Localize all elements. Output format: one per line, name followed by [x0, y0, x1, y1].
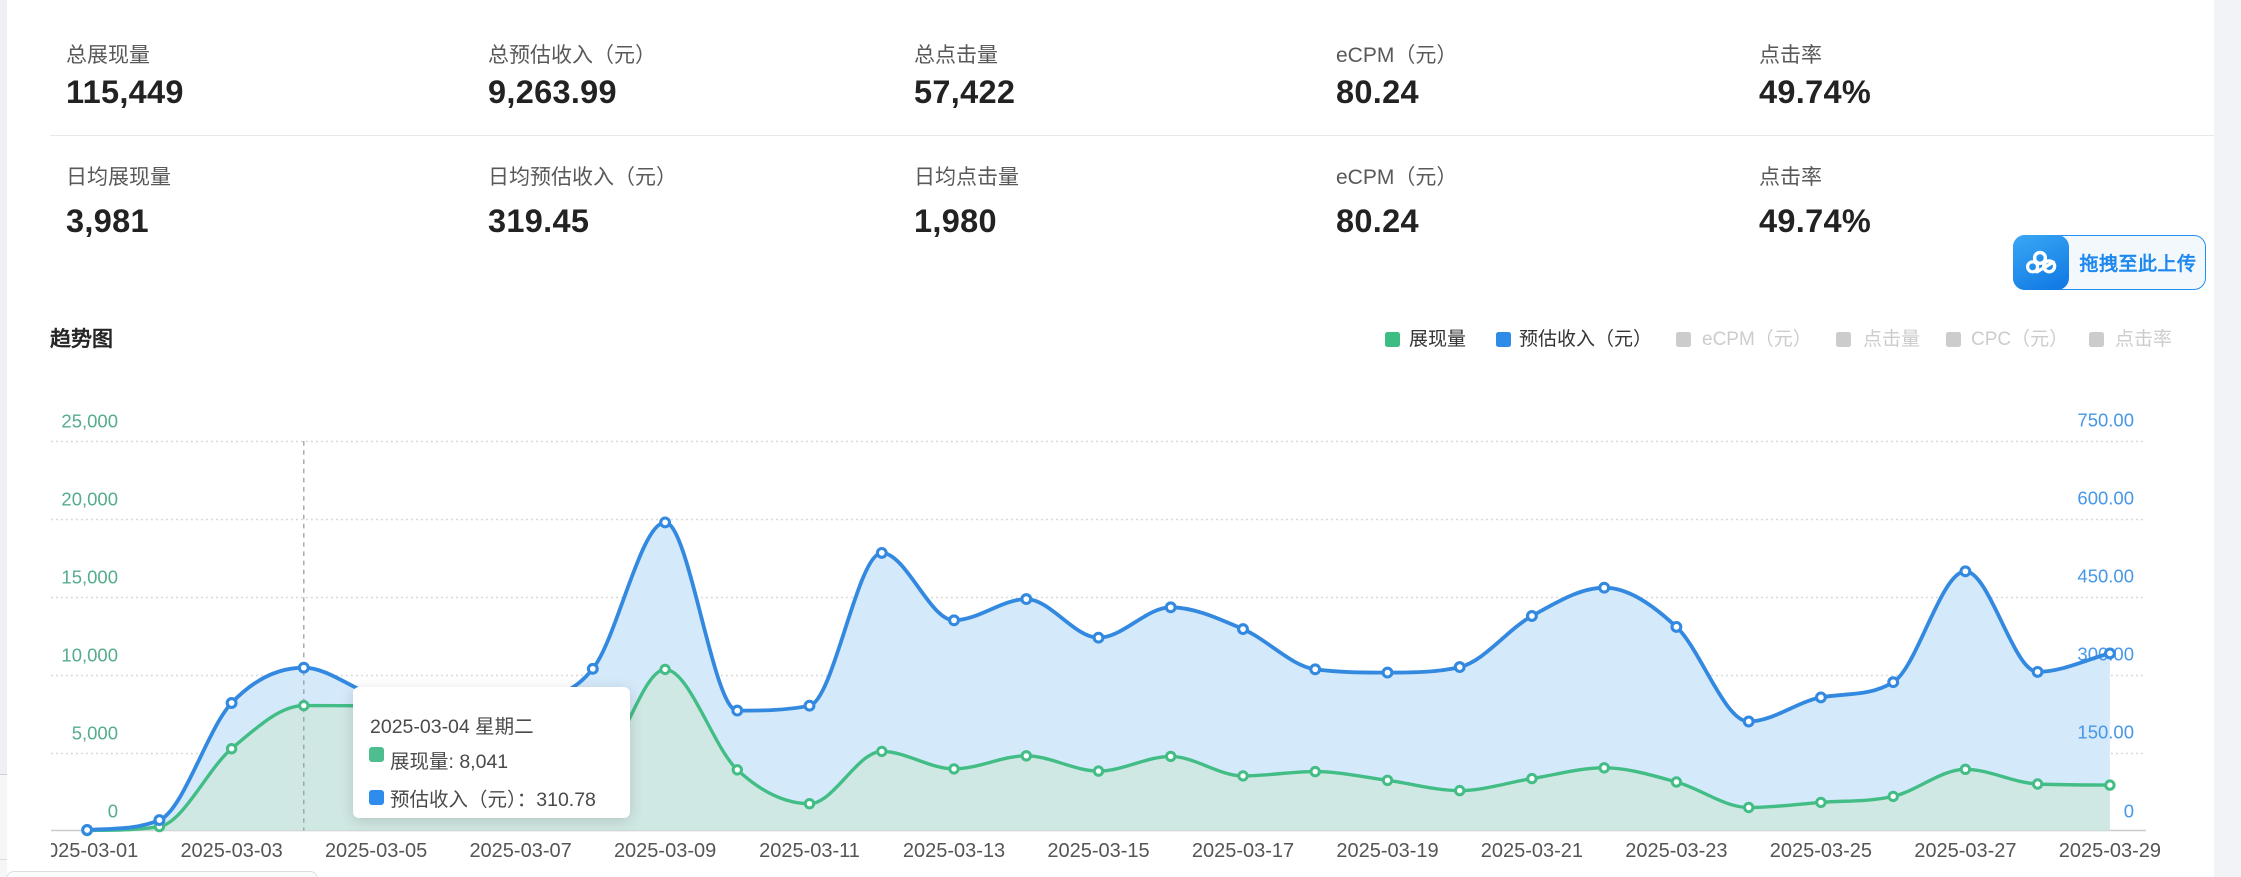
svg-text:2025-03-29: 2025-03-29: [2059, 840, 2161, 862]
svg-text:2025-03-21: 2025-03-21: [1481, 840, 1583, 862]
svg-text:450.00: 450.00: [2077, 565, 2134, 586]
svg-text:5,000: 5,000: [72, 722, 118, 743]
svg-text:2025-03-01: 2025-03-01: [36, 840, 138, 862]
svg-text:20,000: 20,000: [61, 488, 118, 509]
svg-text:10,000: 10,000: [61, 644, 118, 665]
svg-text:2025-03-23: 2025-03-23: [1625, 840, 1727, 862]
svg-text:600.00: 600.00: [2077, 487, 2134, 508]
svg-text:0: 0: [108, 800, 118, 821]
svg-text:2025-03-15: 2025-03-15: [1047, 840, 1149, 862]
svg-text:2025-03-27: 2025-03-27: [1914, 840, 2016, 862]
svg-text:750.00: 750.00: [2077, 409, 2134, 430]
svg-text:2025-03-11: 2025-03-11: [759, 840, 860, 862]
svg-text:2025-03-25: 2025-03-25: [1770, 840, 1872, 862]
svg-text:25,000: 25,000: [61, 410, 118, 431]
svg-text:0: 0: [2124, 800, 2134, 821]
svg-text:2025-03-13: 2025-03-13: [903, 840, 1005, 862]
svg-text:2025-03-19: 2025-03-19: [1336, 840, 1438, 862]
svg-text:15,000: 15,000: [61, 566, 118, 587]
svg-text:150.00: 150.00: [2077, 721, 2134, 742]
svg-text:2025-03-17: 2025-03-17: [1192, 840, 1294, 862]
svg-text:2025-03-07: 2025-03-07: [469, 840, 571, 862]
svg-text:2025-03-09: 2025-03-09: [614, 840, 716, 862]
svg-text:2025-03-03: 2025-03-03: [180, 840, 282, 862]
svg-text:2025-03-05: 2025-03-05: [325, 840, 427, 862]
